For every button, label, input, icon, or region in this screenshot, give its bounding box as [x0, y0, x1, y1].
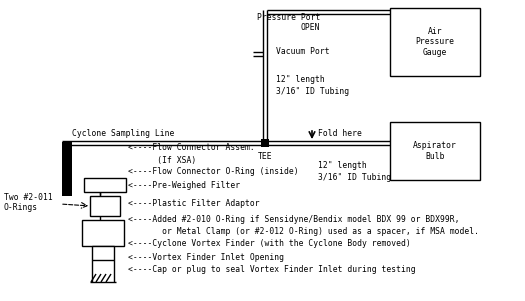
Text: O-Rings: O-Rings	[4, 203, 38, 213]
Text: or Metal Clamp (or #2-012 O-Ring) used as a spacer, if MSA model.: or Metal Clamp (or #2-012 O-Ring) used a…	[128, 228, 479, 237]
Text: 3/16" ID Tubing: 3/16" ID Tubing	[276, 88, 349, 97]
Text: <----Cap or plug to seal Vortex Finder Inlet during testing: <----Cap or plug to seal Vortex Finder I…	[128, 265, 416, 275]
Bar	[261, 139, 269, 147]
Text: Aspirator
Bulb: Aspirator Bulb	[413, 141, 457, 161]
Text: <----Pre-Weighed Filter: <----Pre-Weighed Filter	[128, 182, 240, 191]
Text: <----Vortex Finder Inlet Opening: <----Vortex Finder Inlet Opening	[128, 253, 284, 262]
Bar	[84, 178, 126, 192]
Text: Fold here: Fold here	[318, 129, 362, 138]
Text: (If XSA): (If XSA)	[128, 156, 196, 165]
Text: Vacuum Port: Vacuum Port	[276, 48, 330, 57]
Text: <----Plastic Filter Adaptor: <----Plastic Filter Adaptor	[128, 200, 260, 209]
Bar	[62, 142, 72, 196]
Text: 12" length: 12" length	[318, 160, 367, 169]
Text: TEE: TEE	[258, 152, 272, 161]
Text: Pressure Port: Pressure Port	[257, 14, 320, 23]
Bar	[390, 122, 480, 180]
Bar	[82, 220, 124, 246]
Bar	[390, 8, 480, 76]
Text: Cyclone Sampling Line: Cyclone Sampling Line	[72, 129, 174, 138]
Text: OPEN: OPEN	[300, 23, 320, 33]
Text: 12" length: 12" length	[276, 76, 325, 85]
Text: <----Flow Connector Assem.: <----Flow Connector Assem.	[128, 144, 255, 153]
Bar	[92, 246, 114, 260]
Text: <----Added #2-010 O-Ring if Sensidyne/Bendix model BDX 99 or BDX99R,: <----Added #2-010 O-Ring if Sensidyne/Be…	[128, 216, 459, 225]
Text: Air
Pressure
Gauge: Air Pressure Gauge	[415, 27, 455, 57]
Text: <----Flow Connector O-Ring (inside): <----Flow Connector O-Ring (inside)	[128, 167, 299, 176]
Text: <----Cyclone Vortex Finder (with the Cyclone Body removed): <----Cyclone Vortex Finder (with the Cyc…	[128, 240, 411, 249]
Text: Two #2-011: Two #2-011	[4, 194, 52, 203]
Text: 3/16" ID Tubing: 3/16" ID Tubing	[318, 172, 391, 182]
Bar	[90, 196, 120, 216]
